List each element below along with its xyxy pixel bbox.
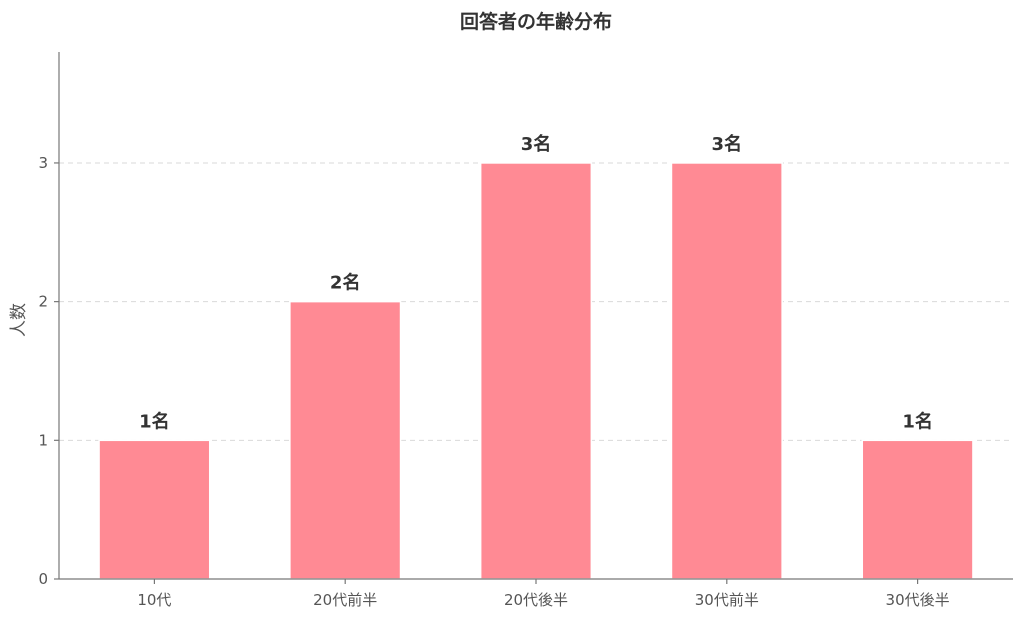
bar xyxy=(289,300,402,580)
x-tick-label: 30代前半 xyxy=(695,591,759,609)
y-tick-label: 1 xyxy=(38,431,48,449)
y-axis-label: 人数 xyxy=(9,303,29,337)
bar-value-label: 3名 xyxy=(712,133,743,155)
bar-value-label: 1名 xyxy=(902,410,933,432)
bar xyxy=(479,162,593,580)
bar xyxy=(98,439,211,580)
y-tick-label: 0 xyxy=(38,570,48,588)
chart-title: 回答者の年齢分布 xyxy=(460,10,612,33)
x-tick-label: 30代後半 xyxy=(886,591,950,609)
y-tick-label: 2 xyxy=(38,293,48,311)
bar-value-label: 1名 xyxy=(139,410,170,432)
bar-value-label: 2名 xyxy=(330,272,361,294)
x-tick-label: 20代前半 xyxy=(313,591,377,609)
bar xyxy=(670,162,783,580)
x-tick-label: 20代後半 xyxy=(504,591,568,609)
x-tick-label: 10代 xyxy=(137,591,171,609)
bar-value-label: 3名 xyxy=(521,133,552,155)
y-tick-label: 3 xyxy=(38,154,48,172)
bar xyxy=(861,439,974,580)
